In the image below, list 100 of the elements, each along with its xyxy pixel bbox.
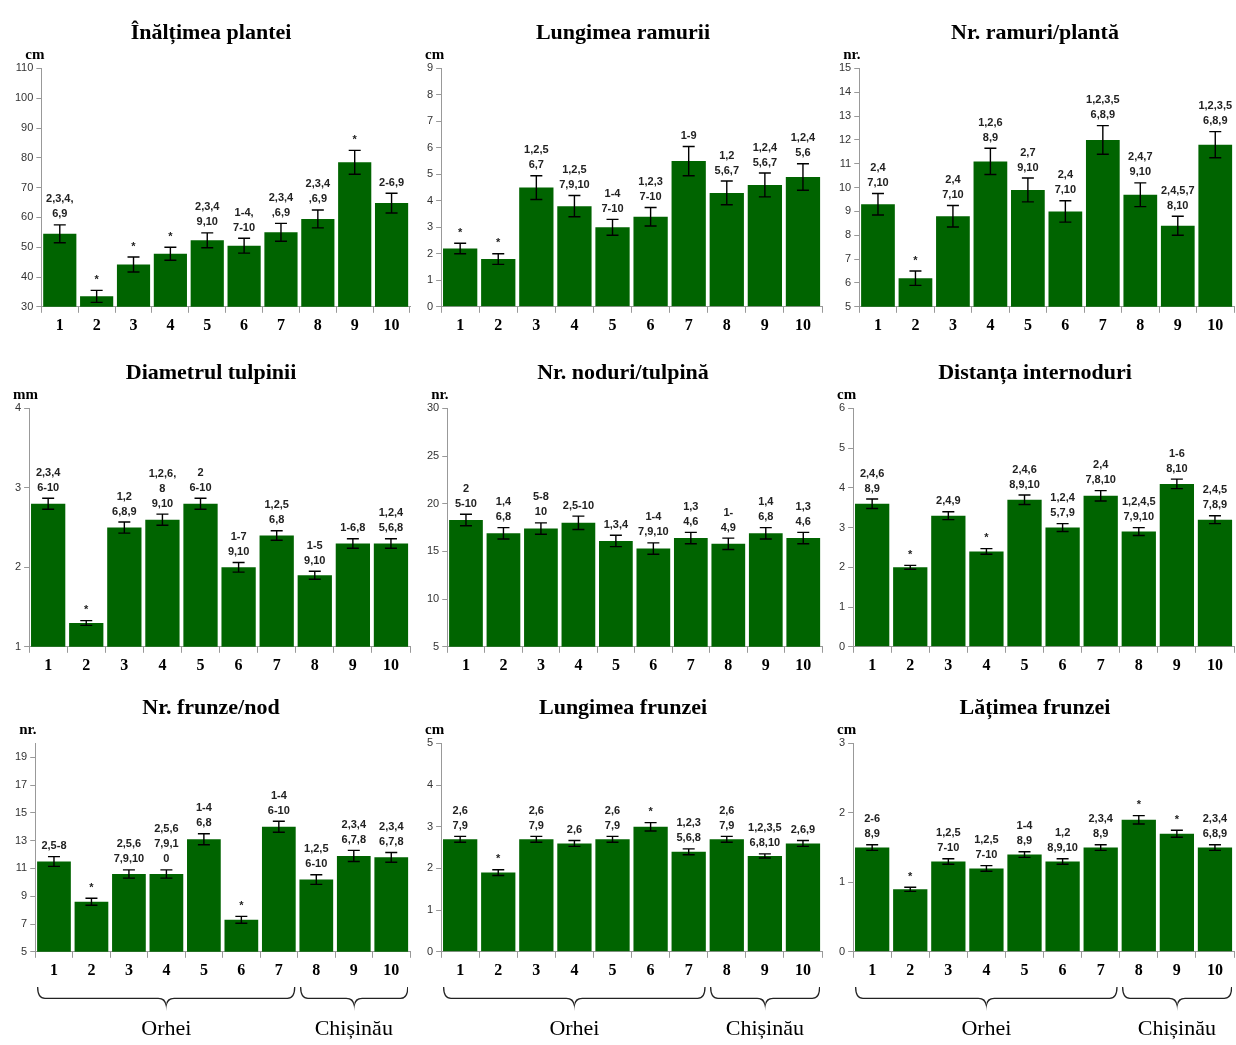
- y-tick-label: 12: [838, 132, 852, 145]
- x-tick-label: 5: [196, 655, 205, 673]
- x-tick-label: 4: [158, 655, 167, 673]
- x-tick-label: 10: [1206, 655, 1223, 673]
- annotation: 2,6 7,9: [719, 803, 735, 831]
- y-axis-title: cm: [837, 385, 857, 402]
- bar: [747, 855, 783, 952]
- y-tick-label: 4: [14, 401, 22, 414]
- x-tick-label: 8: [1134, 655, 1143, 673]
- x-tick-label: 6: [1058, 655, 1067, 673]
- annotation: 1,2,5 7-10: [936, 826, 961, 854]
- x-tick-label: 2: [494, 960, 503, 978]
- annotation: 1,2,6 8,9: [978, 115, 1003, 143]
- annotation: *: [94, 272, 100, 285]
- y-tick-label: 15: [14, 805, 28, 818]
- x-tick-label: 10: [795, 655, 812, 673]
- y-tick-label: 110: [15, 61, 34, 74]
- y-tick-label: 2: [838, 560, 846, 573]
- x-tick-label: 8: [722, 315, 731, 333]
- x-tick-label: 7: [1096, 960, 1105, 978]
- annotation: 1-6,8: [340, 521, 366, 534]
- y-tick-label: 70: [21, 180, 34, 193]
- x-tick-label: 10: [382, 655, 399, 673]
- x-tick-label: 8: [310, 655, 319, 673]
- annotation: 2,3,4 9,10: [195, 200, 221, 228]
- annotation: 2,3,4 6,7,8: [341, 817, 367, 845]
- y-tick-label: 15: [838, 61, 852, 74]
- y-tick-label: 3: [838, 520, 846, 533]
- bar: [1121, 819, 1156, 952]
- x-tick-label: 8: [724, 655, 733, 673]
- annotation: *: [984, 531, 990, 544]
- bar: [969, 868, 1004, 952]
- annotation: 1,2 5,6,7: [714, 148, 740, 176]
- bar: [671, 851, 706, 952]
- y-tick-label: 13: [838, 109, 852, 122]
- annotation: 1-4 6-10: [267, 788, 290, 816]
- x-tick-label: 4: [162, 960, 171, 978]
- x-tick-label: 5: [611, 655, 620, 673]
- x-tick-label: 1: [873, 315, 882, 333]
- annotation: 1,2 8,9,10: [1047, 826, 1078, 854]
- y-tick-label: 1: [426, 273, 434, 286]
- annotation: 2,3,4 6-10: [35, 465, 62, 493]
- bar: [595, 227, 630, 307]
- bar: [785, 177, 821, 307]
- y-tick-label: 0: [838, 639, 846, 652]
- x-tick-label: 7: [684, 960, 693, 978]
- annotation: 2,4,5,7 8,10: [1160, 183, 1195, 211]
- annotation: 1,2,4 5,7,9: [1050, 491, 1076, 519]
- x-tick-label: 8: [313, 315, 322, 333]
- y-tick-label: 100: [14, 91, 34, 104]
- y-tick-label: 30: [426, 401, 440, 414]
- annotation: 2,4 7,10: [1054, 168, 1077, 196]
- x-tick-label: 1: [49, 960, 58, 978]
- x-tick-label: 8: [312, 960, 321, 978]
- y-tick-label: 3: [426, 819, 434, 832]
- x-tick-label: 9: [760, 315, 769, 333]
- x-tick-label: 7: [686, 655, 695, 673]
- text: Chișinău: [313, 1015, 394, 1041]
- bar: [519, 187, 554, 307]
- x-tick-label: 2: [911, 315, 920, 333]
- bar: [1083, 847, 1118, 952]
- x-tick-label: 5: [1020, 960, 1029, 978]
- bar: [1197, 519, 1233, 647]
- x-tick-label: 8: [1136, 315, 1145, 333]
- y-axis-title: nr.: [431, 385, 449, 402]
- x-tick-label: 1: [456, 960, 465, 978]
- annotation: *: [908, 869, 914, 882]
- text: Orhei: [960, 1015, 1013, 1041]
- bar: [855, 503, 890, 647]
- bar: [1159, 483, 1195, 647]
- y-axis-title: nr.: [843, 45, 861, 62]
- x-tick-label: 4: [986, 315, 995, 333]
- bar: [443, 839, 478, 952]
- annotation: 1,2,3,5 6,8,10: [748, 821, 782, 849]
- x-tick-label: 5: [608, 315, 617, 333]
- y-tick-label: 1: [838, 875, 846, 888]
- y-tick-label: 11: [15, 861, 28, 874]
- annotation: 1-4, 7-10: [233, 205, 256, 233]
- x-tick-label: 6: [646, 315, 655, 333]
- annotation: 1-4 8,9: [1016, 819, 1034, 847]
- chart-title: Înălțimea plantei: [130, 18, 292, 45]
- y-tick-label: 19: [14, 750, 28, 763]
- x-tick-label: 4: [574, 655, 583, 673]
- x-tick-label: 7: [276, 315, 285, 333]
- chart-title: Distanța internoduri: [938, 358, 1132, 385]
- x-tick-label: 6: [646, 960, 655, 978]
- annotation: 1,2,5 7,9,10: [559, 163, 590, 191]
- annotation: 1,2,5 6,7: [524, 143, 549, 171]
- annotation: 1,4 6,8: [495, 495, 512, 523]
- annotation: 2,3,4 6,8,9: [1202, 812, 1229, 840]
- y-tick-label: 25: [426, 449, 440, 462]
- chart-title: Lungimea frunzei: [538, 693, 708, 719]
- y-tick-label: 1: [838, 600, 846, 613]
- y-tick-label: 2: [14, 560, 22, 573]
- bar: [633, 216, 668, 307]
- y-tick-label: 1: [426, 903, 434, 916]
- text: Orhei: [548, 1015, 601, 1041]
- y-tick-label: 40: [21, 270, 34, 283]
- annotation: *: [84, 603, 90, 616]
- bar: [1007, 499, 1042, 647]
